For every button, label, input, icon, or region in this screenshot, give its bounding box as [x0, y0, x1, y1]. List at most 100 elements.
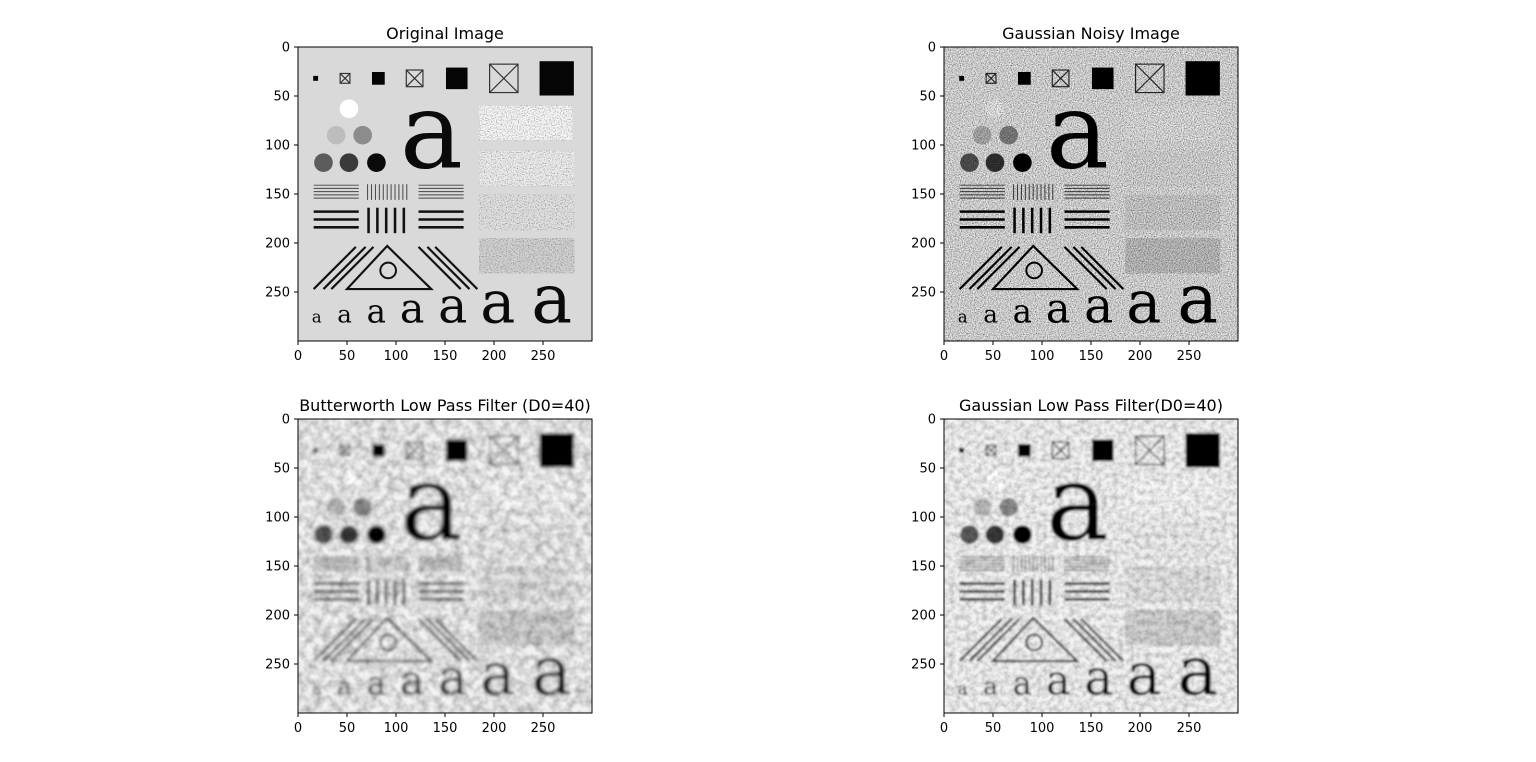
noise-rect-mark: [1125, 194, 1221, 231]
square-mark: [1017, 443, 1031, 457]
y-tick-label: 200: [265, 237, 290, 252]
letter-mark: a: [367, 664, 386, 702]
letter-mark: a: [1177, 259, 1218, 339]
x-tick-label: 150: [1079, 721, 1104, 736]
diagonal-mark: [312, 618, 357, 662]
crossed-square-mark: [1051, 441, 1070, 460]
letter-mark: a: [1084, 649, 1113, 706]
letter-mark: a: [337, 299, 352, 328]
square-mark: [445, 67, 468, 90]
letter-mark: a: [480, 639, 515, 708]
noise-rect-mark: [1125, 238, 1221, 274]
diagonal-mark: [1080, 618, 1125, 662]
diagonal-mark: [1072, 246, 1117, 290]
x-tick-label: 100: [384, 721, 409, 736]
y-tick-label: 200: [265, 609, 290, 624]
letter-mark: a: [958, 679, 968, 698]
diagonal-mark: [426, 246, 471, 290]
noise-rect-mark: [479, 610, 575, 646]
image-area: aa a a a a a a: [298, 47, 592, 341]
y-tick-label: 0: [928, 413, 936, 428]
circle-mark: [353, 497, 372, 517]
noise-rect-mark: [1125, 477, 1219, 513]
diagonal-mark: [417, 618, 462, 662]
x-tick-label: 100: [1030, 349, 1055, 364]
crossed-square-mark: [985, 72, 997, 84]
cross-line: [985, 73, 997, 84]
crossed-square-mark: [489, 435, 519, 466]
circle-mark: [972, 125, 992, 145]
circle-mark: [339, 471, 359, 491]
square-mark: [1091, 439, 1114, 462]
circle-mark: [367, 525, 386, 544]
diagonal-mark: [417, 246, 462, 290]
crossed-square-mark: [1135, 63, 1165, 94]
circle-mark: [985, 99, 1005, 119]
x-tick-label: 50: [985, 721, 1002, 736]
cross-line: [405, 441, 424, 460]
triangle-mark: [990, 244, 1080, 291]
diagonal-mark: [976, 246, 1021, 290]
y-tick-label: 150: [265, 188, 290, 203]
letter-mark: a: [1126, 639, 1161, 708]
x-tick-label: 100: [384, 349, 409, 364]
diagonal-mark: [958, 618, 1003, 662]
letter-mark: a: [480, 267, 515, 336]
subplot-title: Original Image: [386, 24, 504, 43]
square-mark: [371, 71, 385, 85]
noise-rect-mark: [1125, 150, 1221, 187]
x-tick-label: 250: [1177, 349, 1202, 364]
noise-rect-mark: [479, 566, 575, 603]
square-mark: [959, 75, 965, 81]
cross-line: [1051, 69, 1070, 88]
cross-line: [489, 435, 519, 465]
large-letter-mark: a: [400, 70, 463, 193]
circle-mark: [985, 471, 1005, 491]
letter-mark: a: [531, 259, 572, 339]
y-tick-label: 0: [282, 41, 290, 56]
letter-mark: a: [983, 671, 998, 700]
y-tick-label: 50: [273, 462, 290, 477]
image-area: aa a a a a a a: [944, 419, 1238, 713]
noise-rect-mark: [479, 194, 575, 231]
y-tick-label: 150: [911, 188, 936, 203]
diagonal-mark: [434, 618, 479, 662]
y-tick-label: 150: [911, 560, 936, 575]
x-tick-label: 250: [531, 349, 556, 364]
x-tick-label: 200: [1128, 721, 1153, 736]
cross-line: [985, 445, 997, 456]
diagonal-mark: [1072, 618, 1117, 662]
y-tick-label: 50: [919, 90, 936, 105]
crossed-square-mark: [985, 444, 997, 456]
noise-rect-mark: [1125, 566, 1221, 603]
crossed-square-mark: [489, 63, 519, 94]
letter-mark: a: [1084, 277, 1113, 334]
x-tick-label: 250: [1177, 721, 1202, 736]
circle-mark: [367, 153, 386, 172]
cross-line: [1135, 435, 1165, 465]
cross-line: [339, 445, 351, 456]
y-tick-label: 0: [928, 41, 936, 56]
large-letter-mark: a: [400, 442, 463, 565]
x-tick-label: 0: [294, 349, 302, 364]
circle-mark: [999, 125, 1018, 145]
y-tick-label: 200: [911, 609, 936, 624]
x-tick-label: 250: [531, 721, 556, 736]
y-tick-label: 100: [265, 139, 290, 154]
circle-mark: [314, 153, 333, 172]
circle-mark: [960, 153, 979, 172]
triangle-mark: [344, 616, 434, 663]
square-mark: [1091, 67, 1114, 90]
circle-mark: [985, 525, 1005, 544]
triangle-mark: [990, 616, 1080, 663]
x-tick-label: 0: [294, 721, 302, 736]
circle-mark: [999, 497, 1018, 517]
subplot-title: Gaussian Low Pass Filter(D0=40): [959, 396, 1223, 415]
letter-mark: a: [438, 277, 467, 334]
x-tick-label: 50: [985, 349, 1002, 364]
diagonal-mark: [312, 246, 357, 290]
y-tick-label: 0: [282, 413, 290, 428]
circle-mark: [960, 525, 979, 544]
y-tick-label: 50: [919, 462, 936, 477]
